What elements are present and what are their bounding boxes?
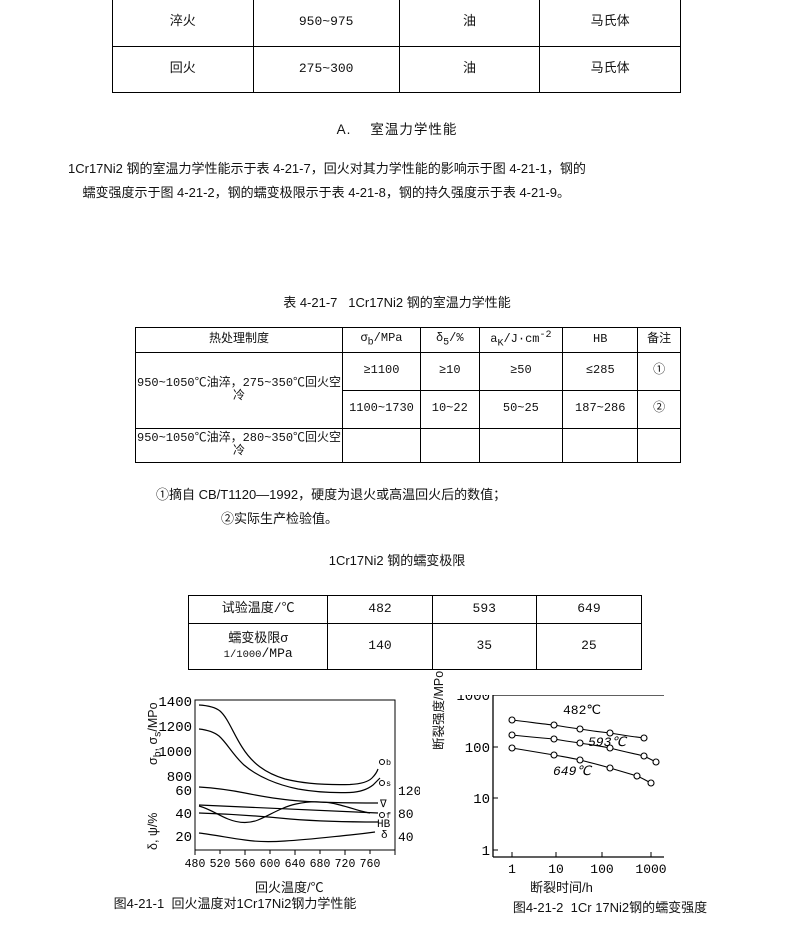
svg-text:s: s	[386, 779, 391, 789]
svg-text:560: 560	[235, 858, 256, 871]
svg-text:δ: δ	[381, 830, 388, 842]
svg-text:760: 760	[360, 858, 381, 871]
svg-text:∇: ∇	[379, 799, 387, 811]
svg-text:720: 720	[335, 858, 356, 871]
svg-text:1: 1	[482, 844, 490, 860]
svg-text:680: 680	[310, 858, 331, 871]
svg-text:600: 600	[260, 858, 281, 871]
svg-text:20: 20	[175, 830, 192, 846]
svg-text:10: 10	[473, 792, 490, 808]
svg-text:520: 520	[210, 858, 231, 871]
svg-text:60: 60	[175, 784, 192, 800]
svg-text:100: 100	[465, 741, 490, 757]
svg-text:482℃: 482℃	[563, 703, 601, 718]
svg-text:480: 480	[185, 858, 206, 871]
svg-text:40: 40	[175, 807, 192, 823]
svg-text:649℃: 649℃	[553, 764, 592, 779]
svg-text:1: 1	[508, 862, 516, 877]
svg-text:640: 640	[285, 858, 306, 871]
svg-text:100: 100	[590, 862, 613, 877]
svg-text:b: b	[386, 758, 391, 768]
svg-text:1000: 1000	[456, 695, 490, 705]
svg-text:593℃: 593℃	[588, 735, 627, 750]
svg-text:10: 10	[548, 862, 564, 877]
svg-text:1000: 1000	[635, 862, 666, 877]
